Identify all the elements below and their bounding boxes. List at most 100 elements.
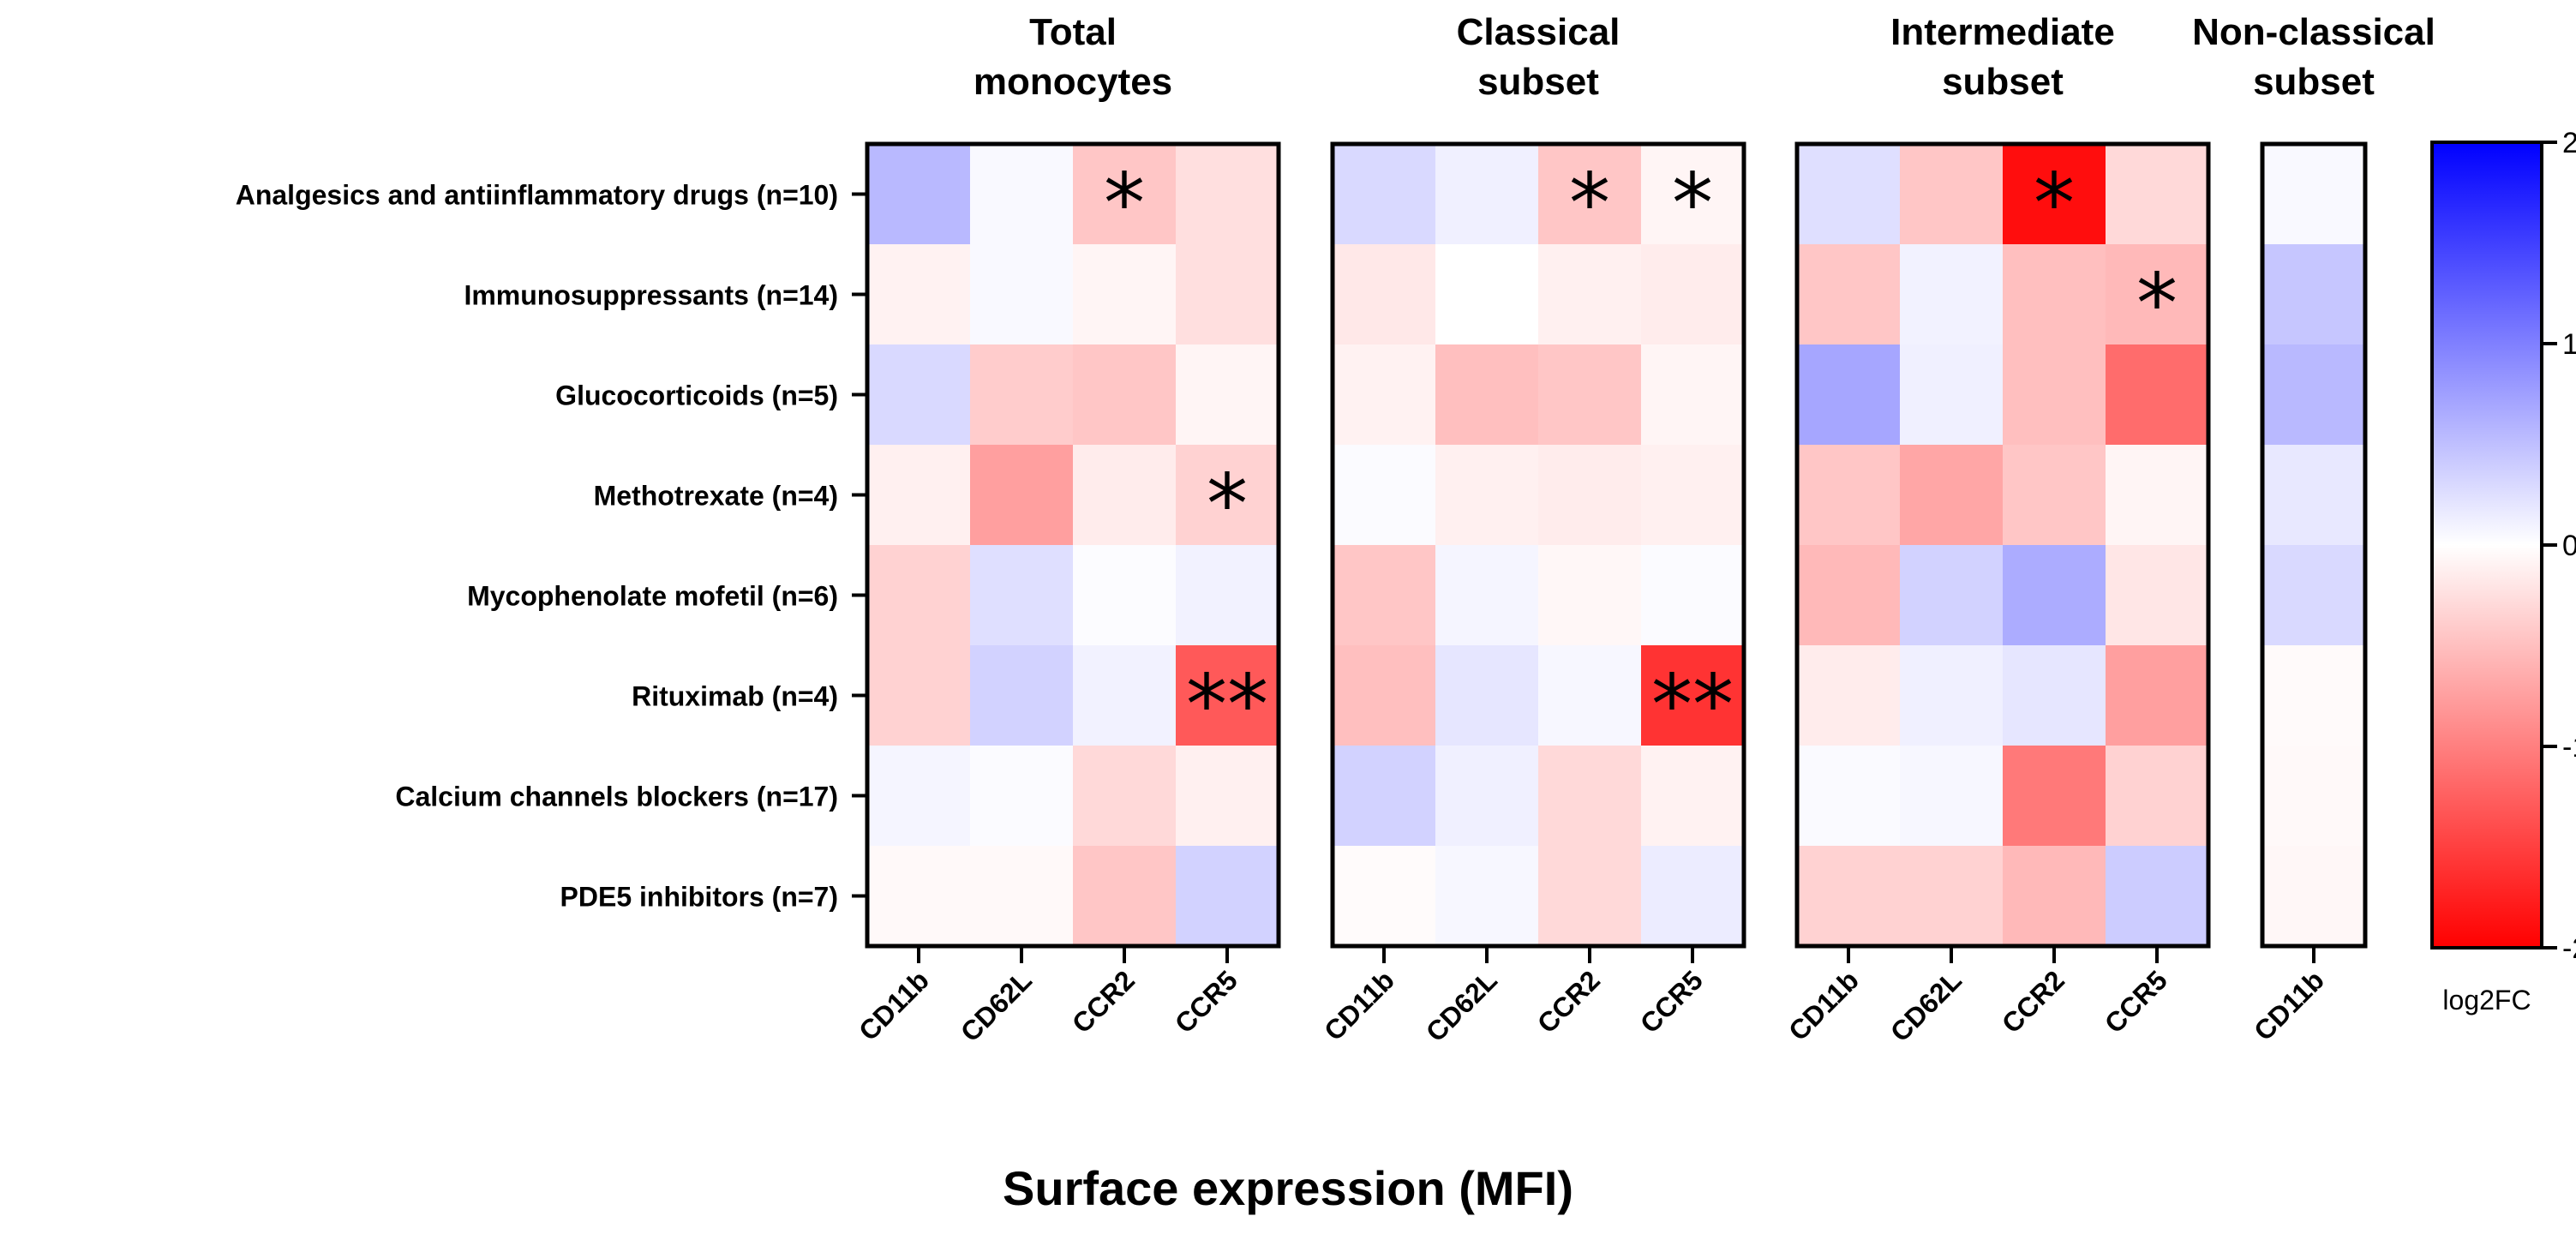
heatmap-cell bbox=[867, 244, 971, 345]
x-axis-label: Surface expression (MFI) bbox=[1003, 1161, 1573, 1215]
panel-title: Non-classical bbox=[2192, 11, 2435, 53]
heatmap-cell bbox=[2003, 746, 2106, 847]
column-label: CCR5 bbox=[1169, 964, 1243, 1039]
heatmap-cell bbox=[970, 244, 1074, 345]
heatmap-cell bbox=[867, 344, 971, 446]
heatmap-cell bbox=[2003, 545, 2106, 646]
column-label: CCR5 bbox=[2099, 964, 2173, 1039]
heatmap-cell bbox=[2003, 445, 2106, 546]
heatmap-cell bbox=[2262, 746, 2366, 847]
heatmap-cell bbox=[1538, 545, 1642, 646]
heatmap-cell bbox=[1797, 545, 1901, 646]
colorbar-title: log2FC bbox=[2442, 985, 2531, 1015]
heatmap-cell bbox=[1538, 846, 1642, 947]
panel-border bbox=[1330, 141, 1746, 949]
heatmap-cell bbox=[1538, 445, 1642, 546]
heatmap-cell bbox=[867, 746, 971, 847]
heatmap-cell bbox=[1073, 746, 1177, 847]
heatmap-cell bbox=[2262, 545, 2366, 646]
panel-title: subset bbox=[2253, 61, 2375, 103]
heatmap-cell bbox=[1435, 746, 1539, 847]
column-label: CD62L bbox=[1420, 964, 1503, 1047]
heatmap-cell bbox=[1176, 545, 1279, 646]
column-label: CD11b bbox=[2248, 964, 2330, 1046]
heatmap-cell bbox=[2106, 344, 2209, 446]
column-label: CCR2 bbox=[1066, 964, 1141, 1039]
column-label: CCR2 bbox=[1996, 964, 2070, 1039]
heatmap-cell bbox=[2003, 846, 2106, 947]
heatmap-cell bbox=[1641, 545, 1745, 646]
heatmap-cell bbox=[1797, 144, 1901, 245]
heatmap-cell bbox=[2106, 746, 2209, 847]
significance-marker: * bbox=[2034, 156, 2075, 252]
row-label: Glucocorticoids (n=5) bbox=[555, 380, 838, 411]
heatmap-cell bbox=[1641, 746, 1745, 847]
heatmap-cell bbox=[1797, 244, 1901, 345]
heatmap-cell bbox=[1435, 144, 1539, 245]
heatmap-cell bbox=[867, 645, 971, 746]
heatmap-cell bbox=[1435, 645, 1539, 746]
heatmap-cell bbox=[1538, 645, 1642, 746]
heatmap-cell bbox=[1900, 144, 2004, 245]
column-label: CCR2 bbox=[1531, 964, 1606, 1039]
panel-title: Total bbox=[1029, 11, 1117, 53]
column-label: CD11b bbox=[1318, 964, 1400, 1046]
row-label: Rituximab (n=4) bbox=[632, 681, 838, 712]
row-label: Analgesics and antiinflammatory drugs (n… bbox=[236, 180, 838, 211]
heatmap-panel: Intermediate subset * * CD11b CD62L CCR2 CCR5 bbox=[1782, 11, 2211, 1048]
row-label: Immunosuppressants (n=14) bbox=[464, 280, 838, 311]
heatmap-cell bbox=[1176, 344, 1279, 446]
panel-border bbox=[865, 141, 1281, 949]
heatmap-cell bbox=[2262, 144, 2366, 245]
heatmap-cell bbox=[1435, 445, 1539, 546]
colorbar-tick-label: 0 bbox=[2562, 530, 2576, 562]
heatmap-cell bbox=[1435, 545, 1539, 646]
heatmap-cell bbox=[1797, 746, 1901, 847]
significance-marker: * bbox=[1207, 457, 1248, 553]
significance-marker: * bbox=[1104, 156, 1145, 252]
heatmap-cell bbox=[970, 144, 1074, 245]
colorbar-gradient bbox=[2430, 141, 2543, 949]
significance-marker: * bbox=[1672, 156, 1713, 252]
heatmap-cell bbox=[1333, 244, 1436, 345]
colorbar-tick-label: 2 bbox=[2562, 127, 2576, 159]
heatmap-cell bbox=[2262, 445, 2366, 546]
row-label: Mycophenolate mofetil (n=6) bbox=[467, 581, 838, 612]
column-label: CD11b bbox=[1782, 964, 1865, 1046]
heatmap-cell bbox=[2003, 645, 2106, 746]
heatmap-cell bbox=[1900, 244, 2004, 345]
heatmap-cell bbox=[1073, 846, 1177, 947]
heatmap-cell bbox=[1900, 344, 2004, 446]
heatmap-cell bbox=[1073, 545, 1177, 646]
heatmap-cell bbox=[970, 545, 1074, 646]
heatmap-cell bbox=[970, 445, 1074, 546]
heatmap-cell bbox=[1333, 344, 1436, 446]
heatmap-cell bbox=[1176, 846, 1279, 947]
heatmap-cell bbox=[1641, 846, 1745, 947]
heatmap-cell bbox=[867, 445, 971, 546]
significance-marker: ** bbox=[1186, 657, 1268, 753]
row-label: Methotrexate (n=4) bbox=[594, 481, 838, 512]
heatmap-cell bbox=[2106, 244, 2209, 345]
heatmap-cell bbox=[1333, 144, 1436, 245]
heatmap-cell bbox=[970, 344, 1074, 446]
row-label: Calcium channels blockers (n=17) bbox=[395, 782, 838, 812]
heatmap-cell bbox=[1900, 545, 2004, 646]
heatmap-cell bbox=[2003, 244, 2106, 345]
colorbar-tick-label: -1 bbox=[2562, 731, 2576, 764]
heatmap-cell bbox=[1641, 244, 1745, 345]
heatmap-cell bbox=[1176, 144, 1279, 245]
column-label: CD62L bbox=[955, 964, 1038, 1047]
heatmap-cell bbox=[1176, 645, 1279, 746]
heatmap-cell bbox=[2106, 545, 2209, 646]
heatmap-cell bbox=[1538, 244, 1642, 345]
significance-marker: * bbox=[1569, 156, 1610, 252]
column-label: CD11b bbox=[853, 964, 935, 1046]
column-label: CCR5 bbox=[1634, 964, 1709, 1039]
heatmap-cell bbox=[2003, 144, 2106, 245]
colorbar-tick-label: -2 bbox=[2562, 932, 2576, 965]
heatmap-cell bbox=[2106, 445, 2209, 546]
heatmap-cell bbox=[2262, 344, 2366, 446]
